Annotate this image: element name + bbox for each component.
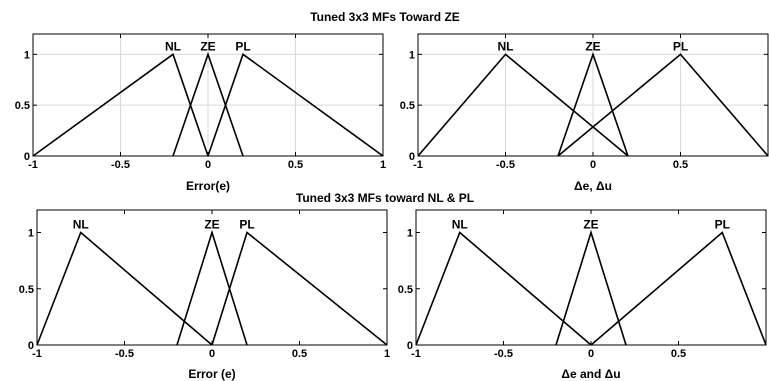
x-tick-label: -0.5 bbox=[115, 348, 134, 360]
y-tick-label: 1 bbox=[24, 49, 30, 61]
plot-1: -1 -0.5 0 0.5 1 0 0.5 1 NL ZE PL Error(e) bbox=[15, 33, 386, 193]
x-axis-label: Error (e) bbox=[188, 367, 235, 381]
x-tick-label: 1 bbox=[380, 159, 386, 171]
x-tick-label: -1 bbox=[413, 159, 423, 171]
mf-label-nl: NL bbox=[73, 218, 89, 232]
y-tick-label: 0 bbox=[407, 340, 413, 352]
mf-label-ze: ZE bbox=[200, 39, 215, 53]
mf-line-ze bbox=[176, 229, 248, 346]
x-tick-label: 0 bbox=[205, 159, 211, 171]
mf-line-ze bbox=[557, 51, 629, 157]
y-tick-label: 0.5 bbox=[15, 100, 30, 112]
mf-label-nl: NL bbox=[498, 39, 514, 53]
x-tick-label: -0.5 bbox=[494, 348, 513, 360]
x-tick-label: 0 bbox=[590, 159, 596, 171]
mf-label-ze: ZE bbox=[583, 218, 598, 232]
y-tick-label: 1 bbox=[409, 49, 415, 61]
y-tick-label: 0 bbox=[24, 151, 30, 163]
mf-label-ze: ZE bbox=[204, 218, 219, 232]
mf-line-ze bbox=[172, 51, 244, 157]
mf-line-nl bbox=[32, 53, 209, 157]
mf-line-nl bbox=[416, 231, 592, 346]
mf-line-pl bbox=[211, 231, 388, 346]
mf-label-pl: PL bbox=[715, 218, 730, 232]
mf-label-nl: NL bbox=[452, 218, 468, 232]
y-tick-label: 0.5 bbox=[398, 284, 413, 296]
y-tick-label: 1 bbox=[407, 228, 413, 240]
x-axis-label: Δe, Δu bbox=[574, 179, 612, 193]
x-tick-label: 0 bbox=[588, 348, 594, 360]
x-axis-label: Error(e) bbox=[186, 179, 230, 193]
mf-label-pl: PL bbox=[239, 218, 254, 232]
x-tick-label: 0.5 bbox=[288, 159, 303, 171]
y-tick-label: 0 bbox=[28, 340, 34, 352]
x-tick-label: 1 bbox=[384, 348, 390, 360]
plots-group: -1 -0.5 0 0.5 1 0 0.5 1 NL ZE PL Error(e) -1 -0.5 0 0.5… bbox=[15, 33, 769, 381]
x-axis-label: Δe and Δu bbox=[561, 367, 620, 381]
mf-line-pl bbox=[207, 53, 384, 157]
x-tick-label: -1 bbox=[28, 159, 38, 171]
x-tick-label: 0 bbox=[209, 348, 215, 360]
x-tick-label: -0.5 bbox=[496, 159, 515, 171]
x-tick-label: 0.5 bbox=[292, 348, 307, 360]
y-tick-label: 0.5 bbox=[400, 100, 415, 112]
mf-line-pl bbox=[590, 231, 766, 346]
mf-label-pl: PL bbox=[673, 39, 688, 53]
x-tick-label: 0.5 bbox=[671, 348, 686, 360]
mf-label-ze: ZE bbox=[585, 39, 600, 53]
plot-2: -1 -0.5 0 0.5 0 0.5 1 NL ZE PL Δe, Δu bbox=[400, 33, 769, 193]
mf-line-nl bbox=[36, 231, 213, 346]
top-title: Tuned 3x3 MFs Toward ZE bbox=[310, 10, 460, 24]
plot-4: -1 -0.5 0 0.5 0 0.5 1 NL ZE PL Δe and Δu bbox=[398, 209, 767, 381]
x-tick-label: 0.5 bbox=[673, 159, 688, 171]
mf-label-pl: PL bbox=[235, 39, 250, 53]
mf-line-nl bbox=[418, 53, 629, 157]
bottom-title: Tuned 3x3 MFs toward NL & PL bbox=[296, 191, 474, 205]
mf-line-ze bbox=[555, 229, 627, 346]
plot-3: -1 -0.5 0 0.5 1 0 0.5 1 NL ZE PL Error (e) bbox=[19, 209, 390, 381]
mf-label-nl: NL bbox=[165, 39, 181, 53]
x-tick-label: -0.5 bbox=[111, 159, 130, 171]
mf-line-pl bbox=[557, 53, 768, 157]
x-tick-label: -1 bbox=[411, 348, 421, 360]
x-tick-label: -1 bbox=[32, 348, 42, 360]
y-tick-label: 1 bbox=[28, 228, 34, 240]
y-tick-label: 0 bbox=[409, 151, 415, 163]
y-tick-label: 0.5 bbox=[19, 284, 34, 296]
